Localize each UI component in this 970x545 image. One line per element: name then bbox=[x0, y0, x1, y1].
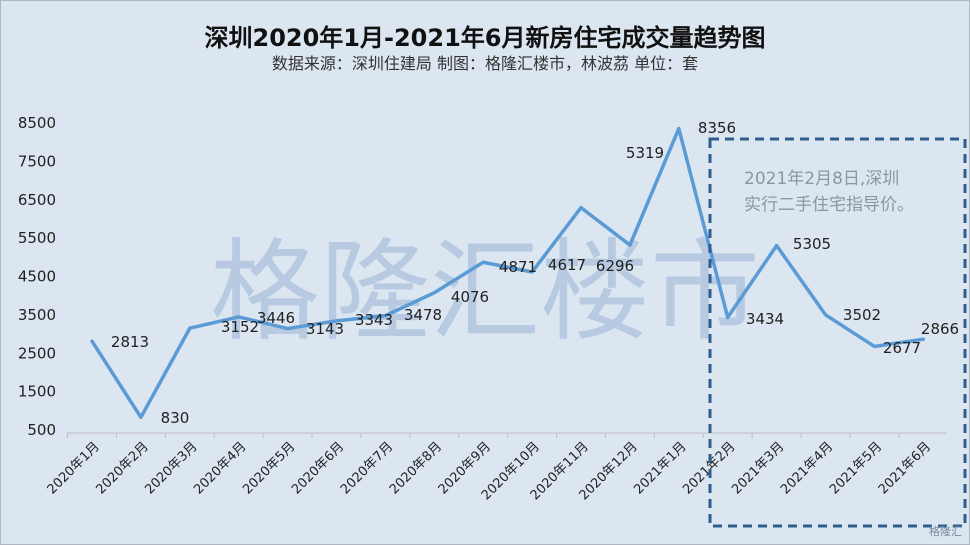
data-point bbox=[628, 243, 632, 247]
data-point bbox=[237, 315, 241, 319]
chart-title: 深圳2020年1月-2021年6月新房住宅成交量趋势图 bbox=[204, 24, 766, 52]
data-point bbox=[139, 415, 143, 419]
policy-annotation: 2021年2月8日,深圳 实行二手住宅指导价。 bbox=[744, 169, 914, 215]
data-label: 2866 bbox=[921, 320, 959, 338]
highlight-box bbox=[708, 137, 967, 528]
data-label: 4871 bbox=[499, 258, 537, 276]
data-label: 3502 bbox=[843, 306, 881, 324]
series-line bbox=[90, 126, 926, 420]
data-label: 2677 bbox=[883, 339, 921, 357]
data-point bbox=[726, 315, 730, 319]
data-point bbox=[188, 326, 192, 330]
data-point bbox=[824, 313, 827, 317]
data-point bbox=[872, 344, 876, 348]
y-tick-label: 8500 bbox=[18, 114, 56, 132]
data-point bbox=[530, 270, 534, 274]
data-point bbox=[383, 314, 387, 318]
data-point bbox=[432, 291, 436, 295]
chart-subtitle: 数据来源：深圳住建局 制图：格隆汇楼市，林波茘 单位：套 bbox=[271, 54, 699, 73]
y-tick-label: 6500 bbox=[18, 191, 56, 209]
data-label: 6296 bbox=[596, 257, 634, 275]
data-point bbox=[335, 319, 338, 323]
y-tick-label: 3500 bbox=[18, 306, 56, 324]
y-tick-label: 2500 bbox=[18, 344, 56, 362]
watermark-text: 格隆汇楼市 bbox=[210, 228, 760, 356]
data-point bbox=[677, 127, 681, 131]
data-label: 3434 bbox=[746, 310, 784, 328]
data-label: 3152 bbox=[221, 318, 259, 336]
brand-logo: 格隆汇 bbox=[929, 525, 962, 538]
data-point bbox=[90, 339, 94, 343]
data-label: 3343 bbox=[355, 311, 393, 329]
data-label: 5305 bbox=[793, 235, 831, 253]
data-label: 3446 bbox=[257, 309, 295, 327]
data-label: 3143 bbox=[306, 320, 344, 338]
x-tick-label: 2021年6月 bbox=[876, 439, 934, 497]
data-label: 830 bbox=[161, 409, 190, 427]
data-label: 5319 bbox=[626, 144, 664, 162]
y-tick-label: 5500 bbox=[18, 229, 56, 247]
data-point bbox=[481, 260, 485, 264]
y-tick-label: 7500 bbox=[18, 152, 56, 170]
y-tick-label: 500 bbox=[27, 421, 56, 439]
data-point bbox=[579, 206, 583, 210]
data-point bbox=[286, 327, 290, 331]
data-label: 4617 bbox=[548, 256, 586, 274]
data-label: 3478 bbox=[404, 306, 442, 324]
data-label: 2813 bbox=[111, 333, 149, 351]
y-tick-label: 1500 bbox=[18, 383, 56, 401]
y-tick-label: 4500 bbox=[18, 268, 56, 286]
data-point bbox=[775, 244, 779, 248]
data-point bbox=[921, 337, 925, 341]
data-label: 8356 bbox=[698, 119, 736, 137]
data-label: 4076 bbox=[451, 288, 489, 306]
